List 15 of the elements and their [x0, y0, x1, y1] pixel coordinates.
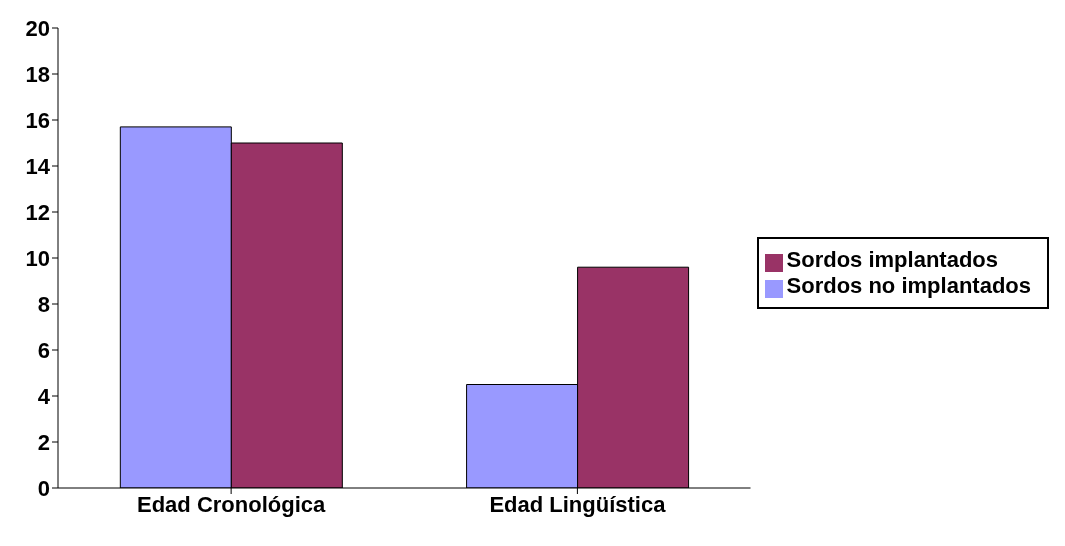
y-tick-label: 16 — [25, 107, 50, 133]
y-tick-label: 6 — [37, 337, 50, 363]
y-tick-label: 14 — [25, 153, 51, 179]
x-tick-label: Edad Cronológica — [137, 491, 327, 517]
y-tick-label: 8 — [37, 291, 50, 317]
y-tick-label: 18 — [25, 61, 50, 87]
y-tick-label: 10 — [25, 245, 50, 271]
y-tick-label: 0 — [37, 475, 50, 501]
y-tick-label: 20 — [25, 15, 50, 41]
x-tick-label: Edad Lingüística — [489, 491, 667, 517]
legend-label: Sordos implantados — [786, 247, 999, 272]
y-tick-label: 4 — [37, 383, 51, 409]
legend-label: Sordos no implantados — [786, 273, 1031, 298]
y-tick-label: 12 — [25, 199, 50, 225]
y-tick-label: 2 — [37, 429, 50, 455]
